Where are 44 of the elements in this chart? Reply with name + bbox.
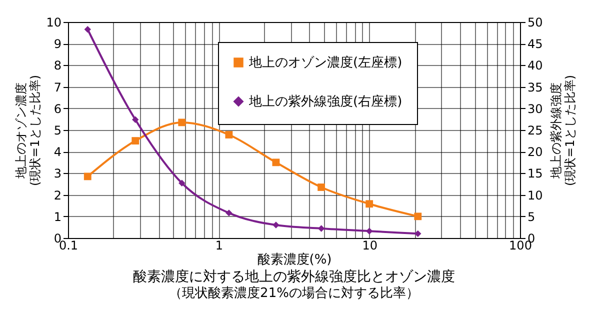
point bbox=[226, 210, 232, 216]
point bbox=[318, 184, 326, 191]
point bbox=[414, 230, 422, 238]
y-tick-label: 8 bbox=[54, 58, 62, 73]
point bbox=[272, 158, 280, 166]
y2-tick-label: 35 bbox=[528, 80, 543, 94]
x-axis-title: 酸素濃度(%) bbox=[257, 252, 332, 268]
x-tick-label: 10 bbox=[362, 238, 378, 252]
point bbox=[414, 212, 422, 220]
y-tick-label: 5 bbox=[54, 124, 62, 138]
legend-label: 地上のオゾン濃度(左座標) bbox=[248, 54, 402, 70]
y-tick-label: 6 bbox=[54, 102, 62, 116]
x-tick-label: 1 bbox=[215, 238, 223, 252]
y2-tick-label: 20 bbox=[528, 145, 543, 160]
legend-label: 地上の紫外線強度(右座標) bbox=[248, 94, 402, 110]
y-tick-label: 3 bbox=[54, 166, 62, 181]
text: 酸素濃度に対する地上の紫外線強度比とオゾン濃度 bbox=[133, 269, 455, 285]
y2-tick-label: 40 bbox=[528, 58, 543, 73]
point bbox=[178, 118, 186, 126]
point bbox=[366, 228, 373, 234]
point bbox=[366, 200, 374, 208]
point bbox=[178, 180, 186, 186]
point bbox=[272, 222, 280, 228]
point bbox=[225, 131, 233, 138]
y-tick-label: 7 bbox=[54, 80, 62, 94]
y2-tick-label: 50 bbox=[528, 16, 543, 30]
y-tick-label: 1 bbox=[54, 210, 62, 224]
point bbox=[84, 26, 91, 33]
point bbox=[84, 172, 92, 180]
y2-tick-label: 10 bbox=[528, 188, 543, 202]
y-tick-label: 2 bbox=[54, 188, 62, 202]
y2-axis-title: 地上の紫外線強度 (現状=1とした比率) bbox=[548, 74, 577, 186]
y2-tick-label: 45 bbox=[528, 37, 543, 52]
y2-tick-label: 30 bbox=[528, 102, 543, 116]
point bbox=[132, 116, 139, 123]
y-axis-title: 地上のオゾン濃度 (現状=1とした比率) bbox=[14, 74, 42, 186]
y-tick-label: 9 bbox=[54, 37, 62, 52]
point bbox=[132, 137, 140, 145]
y-tick-label: 10 bbox=[46, 16, 62, 30]
text: （現状酸素濃度21%の場合に対する比率） bbox=[169, 285, 419, 301]
y2-tick-label: 25 bbox=[528, 124, 543, 138]
y-tick-label: 4 bbox=[54, 145, 62, 160]
y2-tick-label: 15 bbox=[528, 166, 543, 181]
y2-tick-label: 5 bbox=[528, 210, 536, 224]
